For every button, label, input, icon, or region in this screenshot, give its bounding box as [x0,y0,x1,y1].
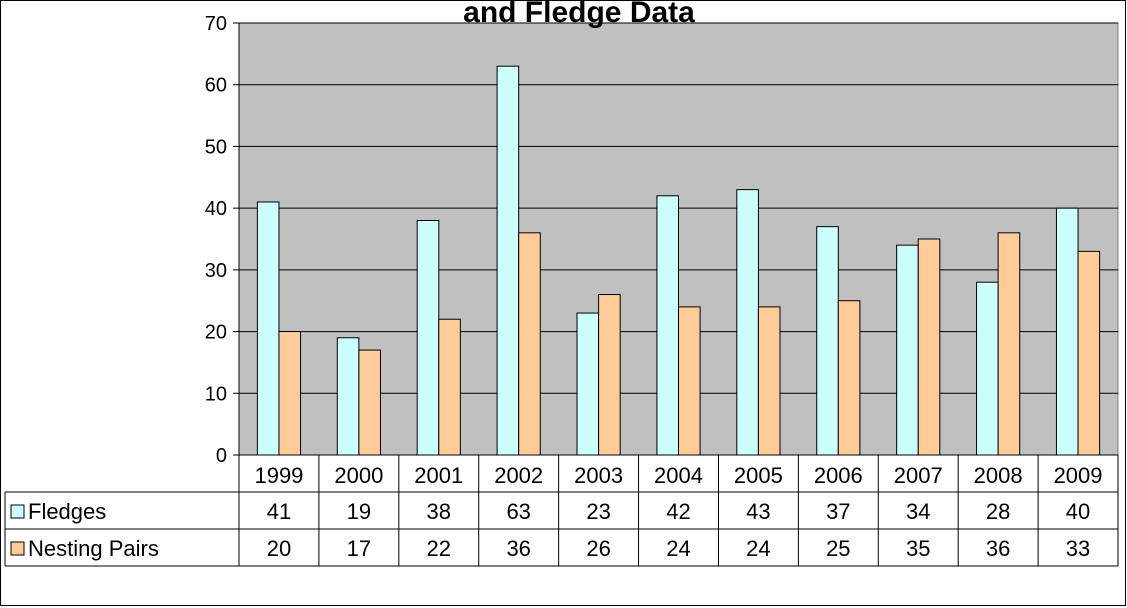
data-label: 24 [746,536,770,561]
data-label: 26 [586,536,610,561]
bar-fledges [416,219,440,456]
bar-nesting-pairs [1077,250,1101,456]
legend-label: Nesting Pairs [28,536,159,561]
bar-nesting-pairs [438,318,461,456]
bar-fledges [656,195,680,456]
data-label: 36 [986,536,1010,561]
data-label: 25 [826,536,850,561]
data-label: 35 [906,536,930,561]
legend-key [10,541,25,556]
bar-fledges [736,189,759,456]
x-tick-label: 2000 [334,463,383,488]
y-tick-label: 20 [205,322,227,344]
bar-fledges [496,65,520,456]
x-tick-label: 2008 [974,463,1023,488]
y-tick-label: 30 [205,260,227,282]
bar-nesting-pairs [757,306,781,456]
bar-nesting-pairs [678,306,701,456]
data-label: 36 [506,536,530,561]
y-tick-label: 0 [216,445,227,467]
bar-nesting-pairs [997,232,1021,456]
x-tick-label: 2005 [734,463,783,488]
data-label: 22 [427,536,451,561]
bar-fledges [256,201,280,456]
data-label: 17 [347,536,371,561]
data-label: 20 [267,536,291,561]
chart-title: and Fledge Data [463,1,695,29]
data-label: 63 [506,499,530,524]
y-tick-label: 70 [205,13,227,35]
legend-key [10,504,25,519]
data-label: 38 [427,499,451,524]
y-tick-label: 40 [205,198,227,220]
data-label: 24 [666,536,690,561]
bar-fledges [976,281,999,456]
data-label: 37 [826,499,850,524]
legend-label: Fledges [28,499,106,524]
bar-nesting-pairs [917,238,941,456]
x-tick-label: 2007 [894,463,943,488]
bar-fledges [336,337,360,456]
bars [256,65,1101,456]
data-table: 1999 2000 2001 2002 2003 2004 2005 2006 2007 2008… [4,454,1119,567]
x-tick-label: 2001 [414,463,463,488]
x-tick-label: 2004 [654,463,703,488]
y-tick-label: 60 [205,75,227,97]
bar-nesting-pairs [837,300,861,456]
x-tick-label: 2003 [574,463,623,488]
x-tick-label: 1999 [254,463,303,488]
data-label: 42 [666,499,690,524]
data-label: 28 [986,499,1010,524]
bar-fledges [1055,207,1079,456]
x-tick-label: 2009 [1054,463,1103,488]
bar-fledges [576,312,600,456]
data-label: 23 [586,499,610,524]
data-label: 41 [267,499,291,524]
data-label: 19 [347,499,371,524]
y-axis: 0 10 20 30 40 50 60 70 [205,13,240,467]
bar-nesting-pairs [278,331,302,456]
bar-nesting-pairs [518,232,541,456]
data-label: 43 [746,499,770,524]
data-label: 33 [1066,536,1090,561]
x-tick-label: 2006 [814,463,863,488]
gridlines [239,22,1118,394]
data-label: 34 [906,499,930,524]
bar-fledges [896,244,919,456]
y-tick-label: 50 [205,136,227,158]
data-label: 40 [1066,499,1090,524]
bar-fledges [816,226,839,456]
bar-nesting-pairs [598,294,621,456]
y-tick-label: 10 [205,383,227,405]
bar-nesting-pairs [358,349,381,456]
x-tick-label: 2002 [494,463,543,488]
